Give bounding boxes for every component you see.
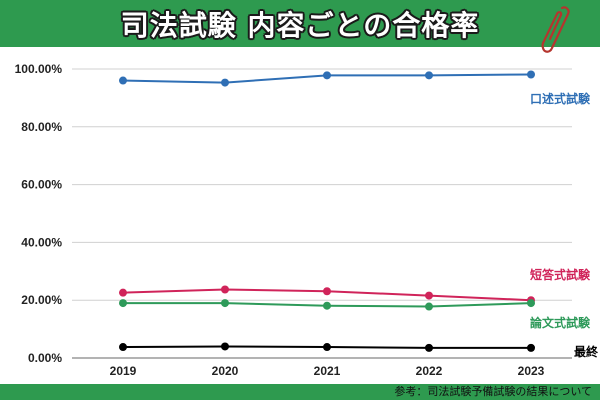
gridlines [72, 68, 572, 359]
x-tick-label: 2022 [416, 364, 443, 378]
series-line [119, 342, 535, 352]
x-tick-label: 2019 [110, 364, 137, 378]
data-point [527, 299, 535, 308]
y-tick-label: 20.00% [21, 293, 62, 307]
y-tick-label: 60.00% [21, 178, 62, 192]
y-axis-ticks: 0.00% 20.00% 40.00% 60.00% 80.00% 100.00% [15, 62, 63, 365]
data-point [323, 343, 331, 352]
line-chart: 0.00% 20.00% 40.00% 60.00% 80.00% 100.00% 201… [15, 62, 599, 378]
y-tick-label: 0.00% [28, 351, 62, 365]
data-point [221, 285, 229, 294]
y-tick-label: 100.00% [15, 62, 63, 76]
series-line [119, 70, 535, 87]
y-tick-label: 40.00% [21, 235, 62, 249]
series-label: 最終 [574, 344, 599, 359]
source-text: 参考：司法試験予備試験の結果について [394, 385, 592, 398]
x-tick-label: 2023 [518, 364, 545, 378]
series-lines [119, 70, 535, 352]
chart-title: 司法試験 内容ごとの合格率 [120, 9, 480, 42]
series-label: 口述式試験 [530, 91, 591, 106]
data-point [323, 301, 331, 310]
data-point [119, 299, 127, 308]
y-tick-label: 80.00% [21, 120, 62, 134]
data-point [425, 302, 433, 311]
x-tick-label: 2020 [212, 364, 239, 378]
data-point [527, 343, 535, 352]
data-point [527, 70, 535, 79]
series-line [119, 299, 535, 311]
data-point [119, 288, 127, 297]
data-point [425, 71, 433, 80]
data-point [221, 78, 229, 87]
data-point [425, 291, 433, 300]
series-line [119, 285, 535, 305]
series-label: 論文式試験 [530, 315, 591, 330]
source-footer: 参考：司法試験予備試験の結果について [0, 384, 600, 400]
data-point [323, 287, 331, 296]
data-point [221, 342, 229, 351]
x-tick-label: 2021 [314, 364, 341, 378]
data-point [119, 76, 127, 85]
data-point [221, 299, 229, 308]
data-point [323, 71, 331, 80]
paperclip-icon [541, 6, 570, 53]
series-label: 短答式試験 [530, 267, 591, 282]
data-point [425, 343, 433, 352]
title-banner: 司法試験 内容ごとの合格率 [0, 0, 600, 53]
x-axis-ticks: 2019 2020 2021 2022 2023 [110, 364, 545, 378]
data-point [119, 343, 127, 352]
